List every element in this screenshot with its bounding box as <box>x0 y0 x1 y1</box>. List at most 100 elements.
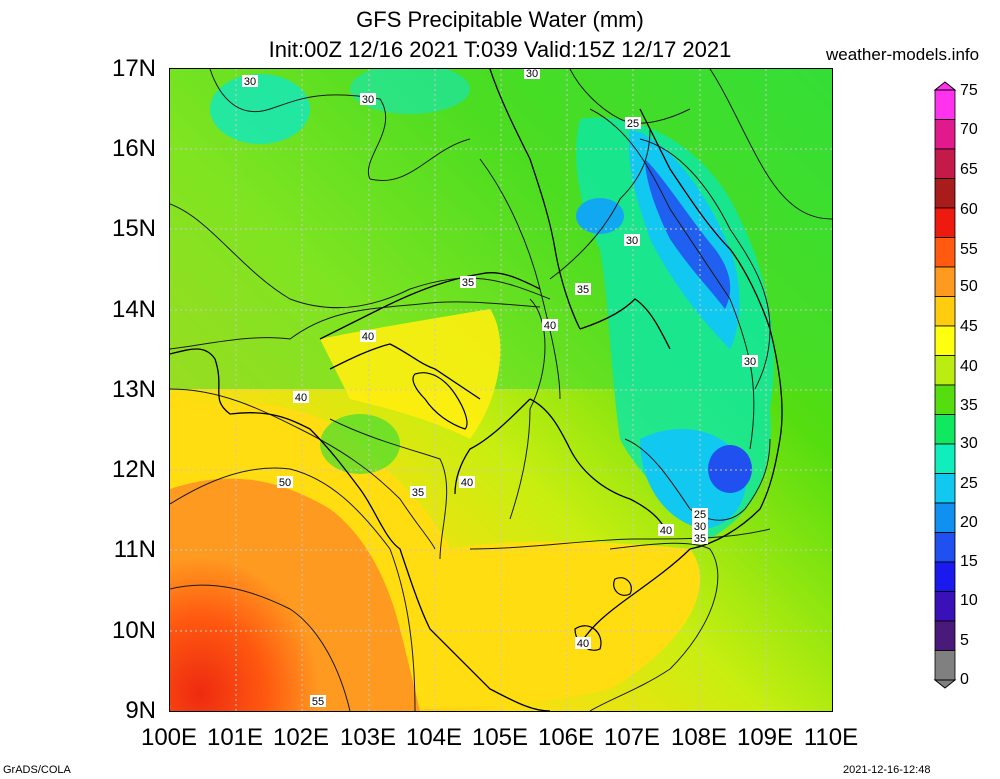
map-panel: 30 30 30 25 30 35 35 40 40 40 35 40 50 2… <box>169 68 833 712</box>
colorbar-segment <box>934 266 956 297</box>
colorbar-segment <box>934 148 956 179</box>
contour-label: 55 <box>312 696 324 708</box>
colorbar-segment <box>934 178 956 209</box>
contour-label: 30 <box>362 94 374 106</box>
contour-label: 25 <box>694 509 706 521</box>
colorbar-label: 55 <box>960 241 978 258</box>
contour-label-box: 40 <box>575 637 591 650</box>
contour-label-group: 30 30 30 25 30 35 35 40 40 40 35 40 50 2… <box>242 69 758 708</box>
contour-label: 30 <box>744 356 756 368</box>
field-blue-spot-1 <box>576 198 624 234</box>
lat-label: 16N <box>111 135 156 162</box>
colorbar-segment <box>934 384 956 415</box>
contour-label-box: 40 <box>360 330 376 343</box>
contour-label-box: 35 <box>460 276 476 289</box>
contour-label: 40 <box>461 477 473 489</box>
contour-label-box: 40 <box>542 319 558 332</box>
contour-label: 30 <box>526 69 538 80</box>
colorbar-label: 75 <box>960 82 978 99</box>
colorbar-segment <box>934 325 956 356</box>
colorbar-label: 65 <box>960 161 978 178</box>
lat-label: 13N <box>111 376 156 403</box>
lon-label: 100E <box>140 724 198 751</box>
lat-label: 9N <box>125 697 156 724</box>
chart-subtitle: Init:00Z 12/16 2021 T:039 Valid:15Z 12/1… <box>268 37 732 62</box>
lon-label: 101E <box>206 724 264 751</box>
contour-label: 40 <box>660 525 672 537</box>
coastline <box>170 69 783 711</box>
contour-label: 40 <box>362 331 374 343</box>
field-red-core <box>170 369 470 711</box>
contour-label-box: 30 <box>692 520 708 533</box>
contour-label: 35 <box>694 533 706 545</box>
colorbar-label: 50 <box>960 278 978 295</box>
lon-label: 108E <box>670 724 728 751</box>
lat-label: 14N <box>111 296 156 323</box>
colorbar-label: 20 <box>960 514 978 531</box>
colorbar: 75 70 65 60 55 50 45 40 35 30 25 20 15 1… <box>925 80 995 690</box>
colorbar-label: 30 <box>960 435 978 452</box>
colorbar-label: 35 <box>960 397 978 414</box>
contour-label: 40 <box>295 392 307 404</box>
field-nw-cyan <box>210 74 310 144</box>
contour-label-box: 30 <box>524 69 540 80</box>
contour-label: 40 <box>544 320 556 332</box>
colorbar-segment <box>934 650 956 681</box>
colorbar-segment <box>934 414 956 445</box>
field-east-cyan <box>576 117 774 539</box>
colorbar-label: 40 <box>960 358 978 375</box>
lat-label: 11N <box>113 536 156 563</box>
footer-right: 2021-12-16-12:48 <box>843 764 931 776</box>
lat-label: 12N <box>111 456 156 483</box>
contour-label: 35 <box>577 284 589 296</box>
colorbar-label: 5 <box>960 632 969 649</box>
tonle-sap-lake <box>412 372 468 430</box>
contour-label-box: 50 <box>277 476 293 489</box>
colorbar-segment <box>934 473 956 504</box>
lon-label: 105E <box>471 724 529 751</box>
lon-label: 107E <box>603 724 661 751</box>
colorbar-segment <box>934 443 956 474</box>
map-svg: 30 30 30 25 30 35 35 40 40 40 35 40 50 2… <box>170 69 832 711</box>
lat-label: 15N <box>111 215 156 242</box>
colorbar-label: 15 <box>960 553 978 570</box>
field-gulf-green <box>320 414 400 474</box>
lat-label: 10N <box>111 617 156 644</box>
contour-label-box: 40 <box>658 524 674 537</box>
site-label: weather-models.info <box>826 45 980 64</box>
contour-label-box: 40 <box>293 391 309 404</box>
contour-label-box: 25 <box>625 117 641 130</box>
contour-label: 35 <box>462 277 474 289</box>
lon-label: 109E <box>736 724 794 751</box>
lon-label: 103E <box>339 724 397 751</box>
contour-label-box: 30 <box>624 234 640 247</box>
colorbar-segment <box>934 502 956 533</box>
lon-label: 102E <box>272 724 330 751</box>
contour-label-box: 35 <box>410 486 426 499</box>
colorbar-label: 60 <box>960 201 978 218</box>
colorbar-label: 0 <box>960 671 969 688</box>
colorbar-svg <box>933 81 957 689</box>
colorbar-segment <box>934 296 956 327</box>
contour-label: 40 <box>577 638 589 650</box>
colorbar-segment <box>934 620 956 651</box>
contour-label: 30 <box>694 521 706 533</box>
contour-label: 50 <box>279 477 291 489</box>
contour-label: 30 <box>626 235 638 247</box>
lon-label: 110E <box>803 724 859 751</box>
colorbar-segment <box>934 355 956 386</box>
lon-label: 104E <box>405 724 463 751</box>
contour-label: 35 <box>412 487 424 499</box>
contour-label-box: 35 <box>692 532 708 545</box>
colorbar-label: 25 <box>960 475 978 492</box>
contour-label-box: 25 <box>692 508 708 521</box>
colorbar-segment <box>934 89 956 120</box>
contour-label: 25 <box>627 118 639 130</box>
colorbar-segment <box>934 561 956 592</box>
contour-label-box: 30 <box>742 355 758 368</box>
graticule <box>170 69 832 711</box>
contour-label-box: 30 <box>242 75 258 88</box>
colorbar-label: 10 <box>960 592 978 609</box>
field-east-blue <box>645 159 731 309</box>
colorbar-segment <box>934 532 956 563</box>
